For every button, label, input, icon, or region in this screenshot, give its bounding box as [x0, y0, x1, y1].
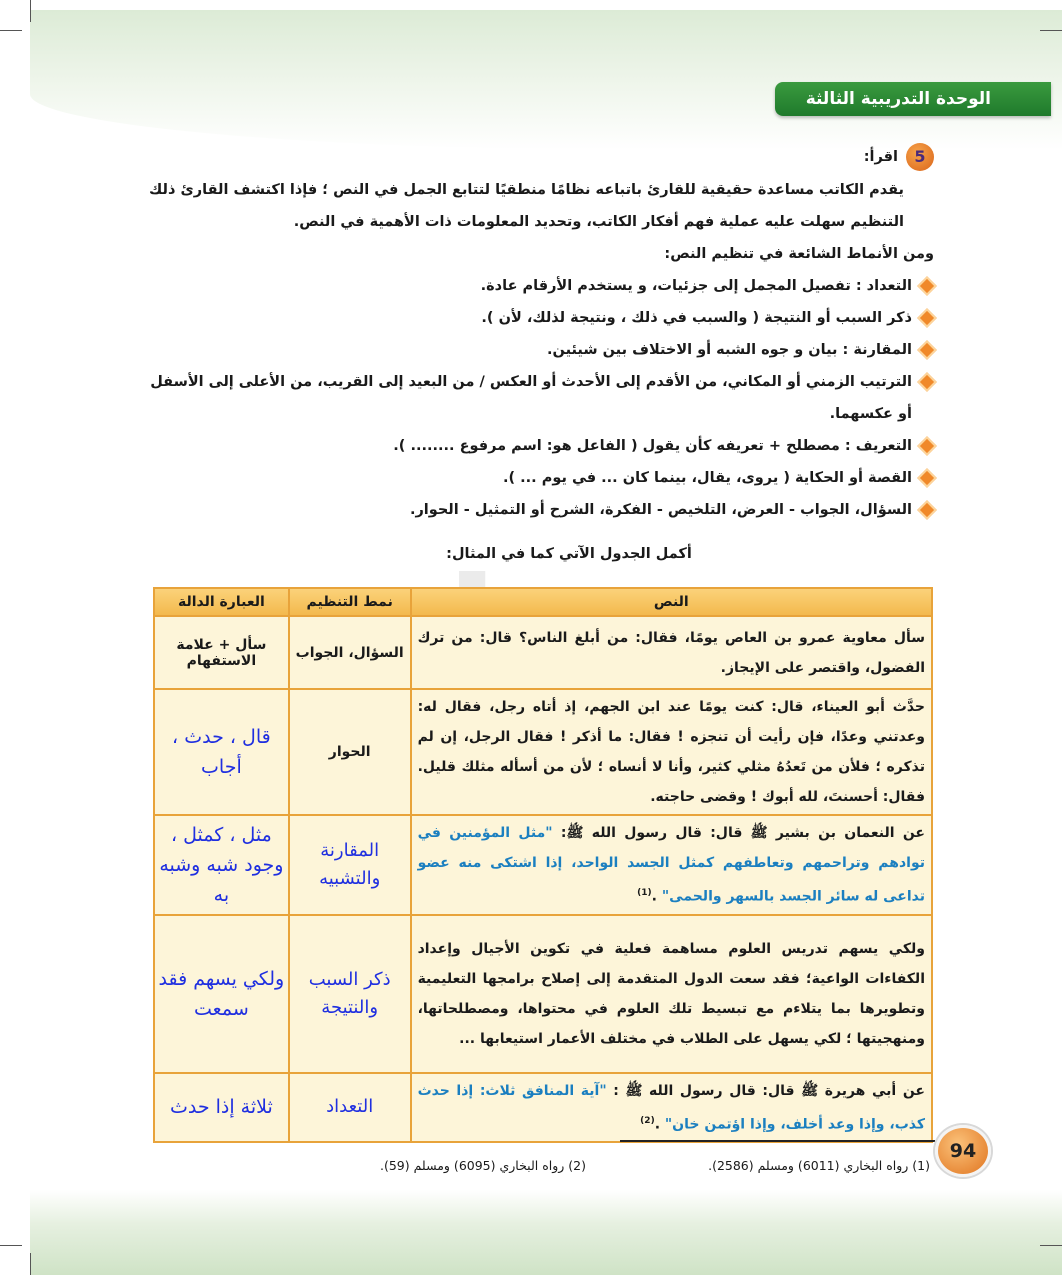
pattern-item: القصة أو الحكاية ( يروى، يقال، بينما كان…: [144, 462, 937, 494]
header-text: النص: [409, 587, 934, 617]
footnote-ref: (1): [637, 888, 652, 898]
row-text: سأل معاوية عمرو بن العاص يومًا، فقال: من…: [409, 615, 934, 690]
table-row: عن النعمان بن بشير ﷺ قال: قال رسول الله …: [153, 814, 934, 916]
footnote: (2) رواه البخاري (6095) ومسلم (59).: [380, 1158, 586, 1173]
row-type-answer[interactable]: المقارنة والتشبيه: [287, 814, 412, 916]
footer-decoration: [30, 1190, 1062, 1275]
table-row: حدَّث أبو العيناء، قال: كنت يومًا عند اب…: [153, 688, 934, 816]
intro-paragraph: يقدم الكاتب مساعدة حقيقية للقارئ باتباعه…: [149, 182, 904, 230]
table-row: ولكي يسهم تدريس العلوم مساهمة فعلية في ت…: [153, 913, 934, 1074]
header-type: نمط التنظيم: [287, 587, 412, 617]
unit-title: الوحدة التدريبية الثالثة: [775, 82, 1051, 116]
diamond-bullet-icon: [917, 468, 937, 488]
header-phrase: العبارة الدالة: [153, 587, 290, 617]
diamond-bullet-icon: [917, 500, 937, 520]
row-text: عن النعمان بن بشير ﷺ قال: قال رسول الله …: [409, 814, 934, 916]
footnote: (1) رواه البخاري (6011) ومسلم (2586).: [708, 1158, 930, 1173]
diamond-bullet-icon: [917, 372, 937, 392]
diamond-bullet-icon: [917, 308, 937, 328]
footnote-ref: (2): [640, 1115, 655, 1126]
row-text: ولكي يسهم تدريس العلوم مساهمة فعلية في ت…: [409, 913, 934, 1074]
table-instruction: أكمل الجدول الآتي كما في المثال:: [446, 546, 692, 562]
row-phrase-answer[interactable]: قال ، حدث ، أجاب: [153, 688, 290, 816]
table-header-row: النص نمط التنظيم العبارة الدالة: [153, 587, 934, 617]
crop-mark: [30, 1253, 31, 1275]
row-phrase-answer[interactable]: مثل ، كمثل ، وجود شبه وشبه به: [153, 814, 290, 916]
header-decoration: [30, 10, 1062, 150]
hadith-quote: "آية المنافق ثلاث: إذا حدث كذب، وإذا وعد…: [417, 1082, 925, 1133]
diamond-bullet-icon: [917, 276, 937, 296]
row-phrase-answer[interactable]: ولكي يسهم فقد سمعت: [153, 913, 290, 1074]
crop-mark: [1040, 30, 1062, 31]
pattern-item: التعريف : مصطلح + تعريفه كأن يقول ( الفا…: [144, 430, 937, 462]
patterns-intro: ومن الأنماط الشائعة في تنظيم النص:: [664, 246, 934, 262]
organization-table: النص نمط التنظيم العبارة الدالة سأل معاو…: [153, 587, 934, 1144]
row-type-answer[interactable]: التعداد: [287, 1071, 412, 1144]
pattern-item: السؤال، الجواب - العرض، التلخيص - الفكرة…: [144, 494, 937, 526]
section-number-badge: 5: [906, 143, 934, 171]
row-text: حدَّث أبو العيناء، قال: كنت يومًا عند اب…: [409, 688, 934, 816]
pattern-item: المقارنة : بيان و جوه الشبه أو الاختلاف …: [144, 334, 937, 366]
footnote-divider: [620, 1140, 935, 1142]
table-row: سأل معاوية عمرو بن العاص يومًا، فقال: من…: [153, 615, 934, 690]
row-phrase-answer[interactable]: ثلاثة إذا حدث: [153, 1071, 290, 1144]
pattern-item: التعداد : تفصيل المجمل إلى جزئيات، و يست…: [144, 270, 937, 302]
page-number: 94: [935, 1125, 991, 1177]
hadith-quote: "مثل المؤمنين في توادهم وتراحمهم وتعاطفه…: [417, 825, 925, 905]
diamond-bullet-icon: [917, 340, 937, 360]
pattern-item: الترتيب الزمني أو المكاني، من الأقدم إلى…: [144, 366, 937, 430]
row-phrase: سأل + علامة الاستفهام: [153, 615, 290, 690]
row-type-answer[interactable]: ذكر السبب والنتيجة: [287, 913, 412, 1074]
row-text: عن أبي هريرة ﷺ قال: قال رسول الله ﷺ : "آ…: [409, 1071, 934, 1144]
crop-mark: [0, 30, 22, 31]
crop-mark: [30, 0, 31, 22]
lesson-content: 5 اقرأ: يقدم الكاتب مساعدة حقيقية للقارئ…: [144, 140, 937, 570]
table-row: عن أبي هريرة ﷺ قال: قال رسول الله ﷺ : "آ…: [153, 1071, 934, 1144]
section-heading: اقرأ:: [863, 149, 898, 165]
footnotes: (1) رواه البخاري (6011) ومسلم (2586). (2…: [380, 1158, 930, 1173]
diamond-bullet-icon: [917, 436, 937, 456]
row-type: الحوار: [287, 688, 412, 816]
row-type: السؤال، الجواب: [287, 615, 412, 690]
crop-mark: [1040, 1245, 1062, 1246]
pattern-item: ذكر السبب أو النتيجة ( والسبب في ذلك ، و…: [144, 302, 937, 334]
crop-mark: [0, 1245, 22, 1246]
